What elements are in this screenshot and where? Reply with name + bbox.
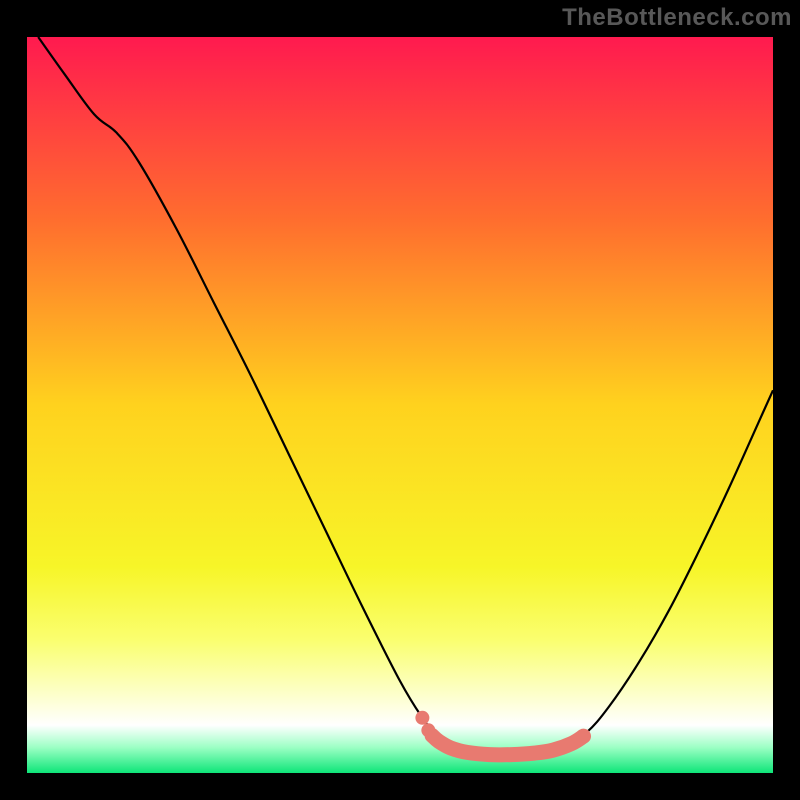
watermark-text: TheBottleneck.com xyxy=(562,4,792,32)
optimal-band xyxy=(432,735,583,754)
overlay-dot xyxy=(415,711,429,725)
bottleneck-curve xyxy=(38,37,773,755)
overlay-dot xyxy=(421,723,435,737)
chart-container: TheBottleneck.com xyxy=(0,0,800,800)
curve-layer xyxy=(27,37,773,773)
plot-area xyxy=(27,37,773,773)
